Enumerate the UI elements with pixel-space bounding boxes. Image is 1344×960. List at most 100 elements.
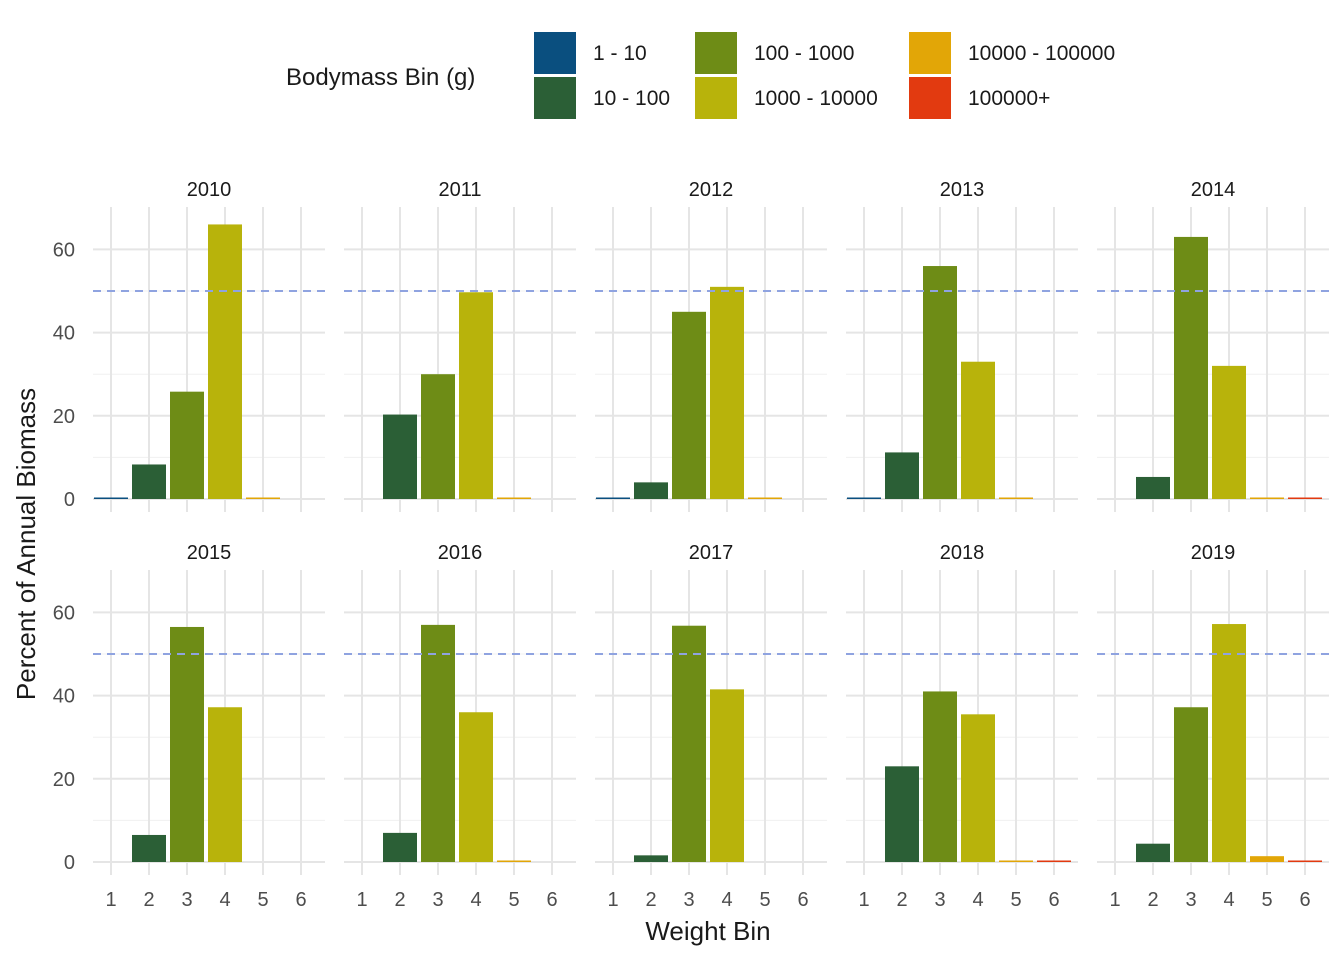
bar-2016-bin-3 <box>421 624 455 862</box>
bar-2018-bin-6 <box>1037 860 1071 862</box>
bar-2010-bin-4 <box>208 224 242 499</box>
bar-2015-bin-2 <box>132 834 166 862</box>
y-tick-label: 20 <box>53 769 75 791</box>
bar-2012-bin-4 <box>710 286 744 499</box>
bar-2018-bin-4 <box>961 714 995 862</box>
bar-2018-bin-2 <box>885 766 919 862</box>
x-tick-label: 3 <box>432 889 443 911</box>
x-tick-label: 3 <box>181 889 192 911</box>
x-tick-label: 5 <box>257 889 268 911</box>
facet-strip-label: 2010 <box>187 179 232 201</box>
bar-2019-bin-6 <box>1288 860 1322 862</box>
y-tick-label: 60 <box>53 239 75 261</box>
bar-2014-bin-2 <box>1136 476 1170 499</box>
facet-strip-label: 2017 <box>689 542 734 564</box>
x-tick-label: 3 <box>1185 889 1196 911</box>
legend-key-label: 100000+ <box>968 87 1050 110</box>
x-tick-label: 1 <box>356 889 367 911</box>
x-tick-label: 3 <box>683 889 694 911</box>
bar-2017-bin-4 <box>710 689 744 862</box>
bar-2019-bin-5 <box>1250 856 1284 862</box>
y-tick-label: 20 <box>53 406 75 428</box>
facet-panel-2011: 2011 <box>344 179 576 512</box>
bar-2016-bin-4 <box>459 712 493 862</box>
legend-key-swatch <box>534 32 576 74</box>
bar-2012-bin-2 <box>634 482 668 499</box>
legend-key-label: 10 - 100 <box>593 87 670 110</box>
bar-2010-bin-1 <box>94 497 128 499</box>
facet-strip-label: 2018 <box>940 542 985 564</box>
bar-2014-bin-3 <box>1174 236 1208 500</box>
facet-strip-label: 2015 <box>187 542 232 564</box>
bar-2012-bin-5 <box>748 497 782 499</box>
y-tick-label: 40 <box>53 686 75 708</box>
x-tick-label: 5 <box>1261 889 1272 911</box>
bar-2014-bin-5 <box>1250 497 1284 499</box>
x-tick-label: 6 <box>295 889 306 911</box>
bar-2014-bin-6 <box>1288 497 1322 499</box>
legend-title: Bodymass Bin (g) <box>286 64 475 91</box>
bar-2012-bin-3 <box>672 311 706 499</box>
bar-2018-bin-3 <box>923 691 957 862</box>
x-tick-label: 5 <box>508 889 519 911</box>
bar-2012-bin-1 <box>596 497 630 499</box>
bar-2013-bin-1 <box>847 497 881 499</box>
legend-key-swatch <box>695 32 737 74</box>
x-tick-label: 1 <box>1109 889 1120 911</box>
x-axis-title: Weight Bin <box>645 916 770 946</box>
bar-2013-bin-2 <box>885 452 919 499</box>
facet-strip-label: 2014 <box>1191 179 1236 201</box>
legend-key-label: 100 - 1000 <box>754 42 854 65</box>
x-tick-label: 6 <box>546 889 557 911</box>
facet-strip-label: 2011 <box>438 179 481 201</box>
facet-strip-label: 2016 <box>438 542 483 564</box>
bar-2019-bin-4 <box>1212 624 1246 862</box>
bar-2019-bin-2 <box>1136 843 1170 862</box>
facet-panel-2016: 2016 1 2 3 4 5 6 <box>344 542 576 911</box>
x-tick-label: 1 <box>105 889 116 911</box>
x-tick-label: 3 <box>934 889 945 911</box>
bar-2010-bin-5 <box>246 497 280 499</box>
bar-2011-bin-4 <box>459 292 493 499</box>
legend-key-swatch <box>695 77 737 119</box>
facet-panel-2018: 2018 1 2 3 4 5 6 <box>846 542 1078 911</box>
x-tick-label: 2 <box>394 889 405 911</box>
bar-2014-bin-4 <box>1212 365 1246 499</box>
bar-2010-bin-2 <box>132 464 166 499</box>
x-tick-label: 1 <box>607 889 618 911</box>
bar-2018-bin-5 <box>999 860 1033 862</box>
bar-2013-bin-4 <box>961 361 995 499</box>
bar-2017-bin-3 <box>672 625 706 862</box>
x-tick-label: 4 <box>721 889 732 911</box>
y-axis-title: Percent of Annual Biomass <box>11 388 41 700</box>
bar-2010-bin-3 <box>170 391 204 499</box>
x-tick-label: 6 <box>797 889 808 911</box>
x-tick-label: 6 <box>1299 889 1310 911</box>
y-tick-label: 60 <box>53 602 75 624</box>
y-tick-label: 40 <box>53 323 75 345</box>
bar-2019-bin-3 <box>1174 707 1208 862</box>
bar-2013-bin-3 <box>923 266 957 499</box>
facet-panel-2012: 2012 <box>595 179 827 512</box>
y-tick-label: 0 <box>64 852 75 874</box>
bar-2015-bin-4 <box>208 707 242 862</box>
facet-strip-label: 2013 <box>940 179 985 201</box>
facet-panel-2017: 2017 1 2 3 4 5 6 <box>595 542 827 911</box>
x-tick-label: 2 <box>896 889 907 911</box>
bar-2016-bin-2 <box>383 832 417 862</box>
x-tick-label: 5 <box>759 889 770 911</box>
x-tick-label: 2 <box>645 889 656 911</box>
legend-key-label: 1000 - 10000 <box>754 87 878 110</box>
facet-strip-label: 2019 <box>1191 542 1236 564</box>
legend-key-swatch <box>534 77 576 119</box>
bar-2016-bin-5 <box>497 860 531 862</box>
legend-key-label: 1 - 10 <box>593 42 647 65</box>
legend-key-label: 10000 - 100000 <box>968 42 1115 65</box>
y-tick-label: 0 <box>64 489 75 511</box>
bar-2011-bin-2 <box>383 414 417 499</box>
legend-key-swatch <box>909 32 951 74</box>
x-tick-label: 1 <box>858 889 869 911</box>
x-tick-label: 4 <box>219 889 230 911</box>
